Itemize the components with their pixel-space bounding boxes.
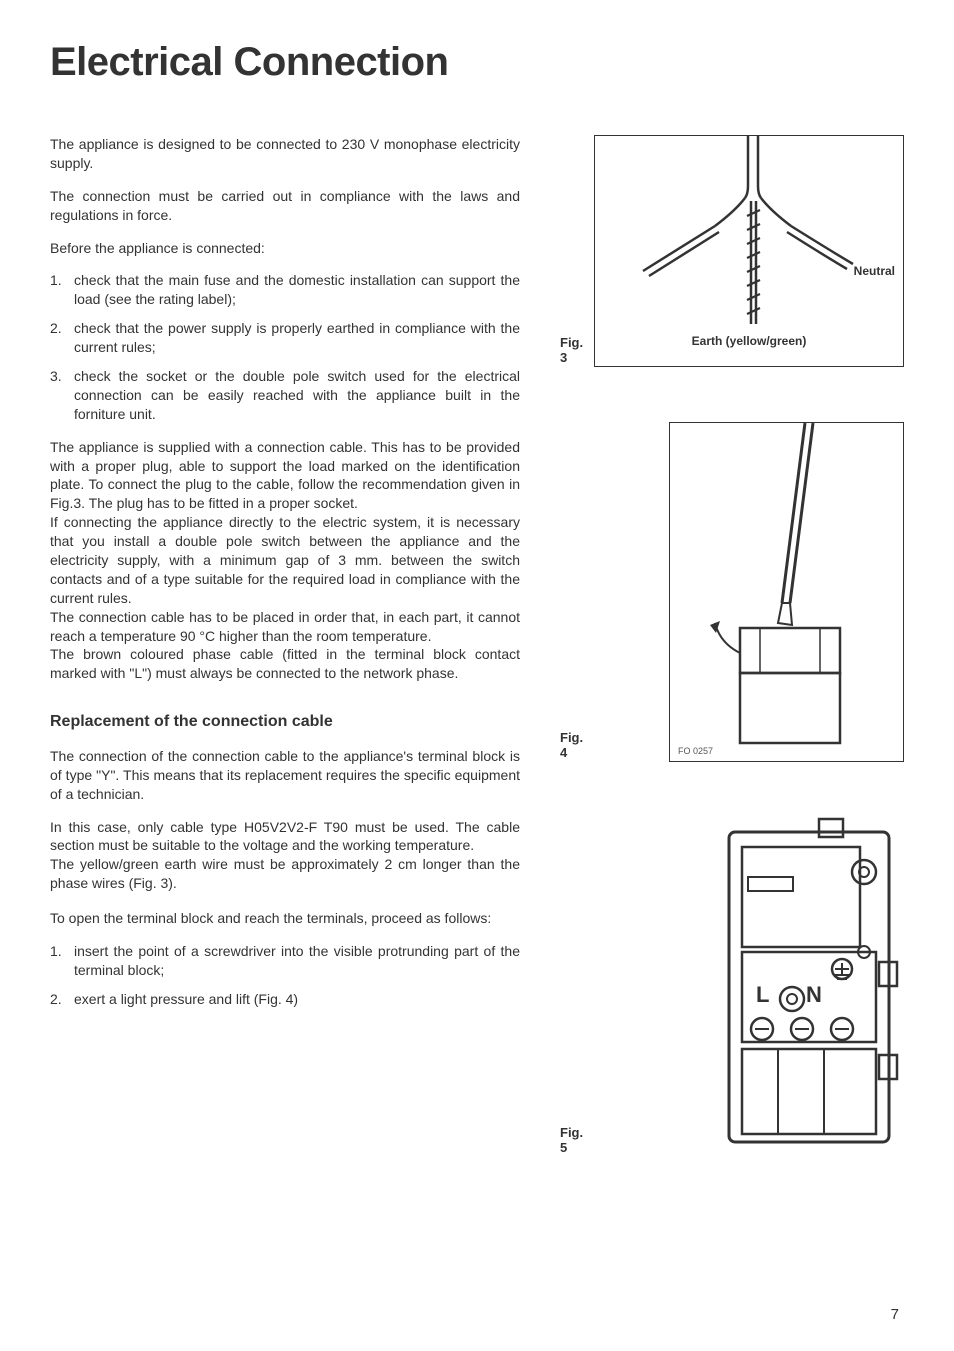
pre-connection-checklist: 1.check that the main fuse and the domes… xyxy=(50,271,520,423)
figure-5-label: Fig. 5 xyxy=(560,1125,586,1157)
list-marker: 1. xyxy=(50,271,74,309)
intro-paragraph-2: The connection must be carried out in co… xyxy=(50,187,520,225)
two-column-layout: The appliance is designed to be connecte… xyxy=(50,135,904,1157)
cable-paragraph-1: The appliance is supplied with a connect… xyxy=(50,438,520,514)
cable-paragraph-2: If connecting the appliance directly to … xyxy=(50,513,520,607)
figure-3-block: Fig. 3 xyxy=(560,135,904,367)
list-marker: 2. xyxy=(50,319,74,357)
text-column: The appliance is designed to be connecte… xyxy=(50,135,520,1157)
figure-4-frame: FO 0257 xyxy=(669,422,904,762)
figure-5-block: Fig. 5 xyxy=(560,817,904,1157)
neutral-label: Neutral xyxy=(854,264,895,278)
figure-4-label: Fig. 4 xyxy=(560,730,586,762)
screwdriver-terminal-icon xyxy=(670,423,905,763)
cable-paragraph-3: The connection cable has to be placed in… xyxy=(50,608,520,646)
intro-paragraph-3: Before the appliance is connected: xyxy=(50,239,520,258)
list-text: check that the power supply is properly … xyxy=(74,319,520,357)
svg-text:N: N xyxy=(806,982,822,1007)
figure-column: Fig. 3 xyxy=(560,135,904,1157)
replacement-paragraph-2b: The yellow/green earth wire must be appr… xyxy=(50,855,520,893)
cable-paragraph-4: The brown coloured phase cable (fitted i… xyxy=(50,645,520,683)
figure-3-frame: Neutral Earth (yellow/green) xyxy=(594,135,904,367)
list-text: check the socket or the double pole swit… xyxy=(74,367,520,424)
figure-4-code: FO 0257 xyxy=(678,746,713,756)
svg-text:L: L xyxy=(756,982,769,1007)
list-text: check that the main fuse and the domesti… xyxy=(74,271,520,309)
replacement-paragraph-2a: In this case, only cable type H05V2V2-F … xyxy=(50,818,520,856)
list-marker: 3. xyxy=(50,367,74,424)
figure-5-frame: L N xyxy=(714,817,904,1157)
list-marker: 1. xyxy=(50,942,74,980)
page-title: Electrical Connection xyxy=(50,40,904,85)
figure-3-label: Fig. 3 xyxy=(560,335,586,367)
list-text: insert the point of a screwdriver into t… xyxy=(74,942,520,980)
intro-paragraph-1: The appliance is designed to be connecte… xyxy=(50,135,520,173)
list-text: exert a light pressure and lift (Fig. 4) xyxy=(74,990,520,1009)
list-item: 2.check that the power supply is properl… xyxy=(50,319,520,357)
subsection-heading: Replacement of the connection cable xyxy=(50,711,520,733)
list-item: 2.exert a light pressure and lift (Fig. … xyxy=(50,990,520,1009)
list-item: 1.check that the main fuse and the domes… xyxy=(50,271,520,309)
list-item: 3.check the socket or the double pole sw… xyxy=(50,367,520,424)
replacement-paragraph-1: The connection of the connection cable t… xyxy=(50,747,520,804)
list-item: 1.insert the point of a screwdriver into… xyxy=(50,942,520,980)
open-terminal-steps: 1.insert the point of a screwdriver into… xyxy=(50,942,520,1009)
page-number: 7 xyxy=(891,1306,899,1323)
figure-4-block: Fig. 4 FO 0257 xyxy=(560,422,904,762)
terminal-block-icon: L N xyxy=(714,817,904,1157)
replacement-paragraph-3: To open the terminal block and reach the… xyxy=(50,909,520,928)
list-marker: 2. xyxy=(50,990,74,1009)
earth-label: Earth (yellow/green) xyxy=(692,334,807,348)
